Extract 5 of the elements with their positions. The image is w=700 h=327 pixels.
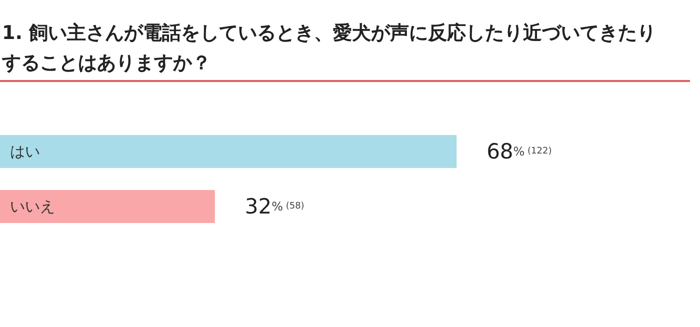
y-tick-label: はい xyxy=(10,142,40,160)
y-tick-label: いいえ xyxy=(10,198,55,216)
data-label: 32% (58) xyxy=(244,194,304,218)
chart-title: 1. 飼い主さんが電話をしているとき、愛犬が声に反応したり近づいてきたりすることはありますか？ xyxy=(2,21,658,76)
data-label: 68% (122) xyxy=(486,140,552,164)
